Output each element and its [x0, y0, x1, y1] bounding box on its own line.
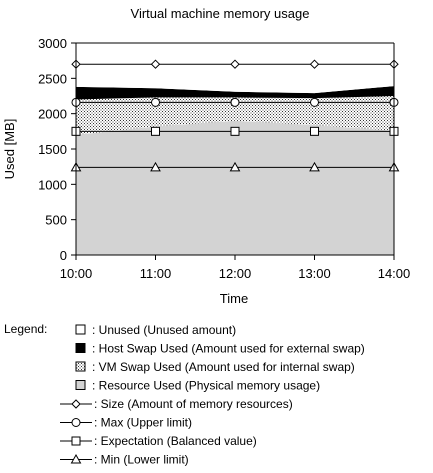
line-3-point-2 [229, 161, 241, 172]
legend-marker-3 [70, 453, 82, 464]
lines-layer [70, 59, 400, 172]
legend-line-label-2: : Expectation (Balanced value) [94, 434, 257, 448]
x-tick-label-3: 13:00 [298, 266, 331, 281]
legend-label-3: : Resource Used (Physical memory usage) [92, 379, 320, 393]
x-axis-label: Time [220, 291, 248, 306]
legend-line-label-3: : Min (Lower limit) [94, 453, 189, 467]
axes-layer: 0 500 1000 1500 2000 2500 3000 10:00 11:00 12:00 1… [38, 36, 410, 281]
areas-layer [76, 64, 394, 255]
line-2-point-2 [230, 126, 240, 136]
legend-marker-2 [71, 436, 81, 446]
y-tick-label-4: 2000 [38, 107, 67, 122]
line-1-point-1 [151, 97, 160, 107]
x-tick-label-0: 10:00 [60, 266, 93, 281]
y-tick-label-5: 2500 [38, 71, 67, 86]
y-tick-label-0: 0 [60, 248, 67, 263]
line-2-point-3 [310, 126, 319, 136]
line-1-point-3 [310, 97, 319, 107]
area-series-3 [76, 64, 394, 94]
legend-line-label-1: : Max (Upper limit) [94, 416, 192, 430]
y-tick-label-6: 3000 [38, 36, 67, 51]
x-tick-label-2: 12:00 [219, 266, 252, 281]
chart-title: Virtual machine memory usage [131, 6, 310, 21]
legend-swatch-0 [75, 324, 86, 335]
line-1-point-2 [230, 97, 240, 107]
legend-label-1: : Host Swap Used (Amount used for extern… [92, 342, 365, 356]
line-2-point-1 [151, 126, 160, 136]
legend-title: Legend: [4, 322, 47, 336]
y-tick-label-1: 500 [45, 213, 67, 228]
legend-label-0: : Unused (Unused amount) [92, 323, 236, 337]
line-0-point-2 [230, 59, 240, 69]
y-tick-label-3: 1500 [38, 142, 67, 157]
line-3-point-1 [150, 161, 161, 172]
line-0-point-3 [309, 59, 320, 69]
legend-swatch-1 [75, 343, 86, 353]
legend-swatch-3 [75, 380, 86, 390]
legend-label-2: : VM Swap Used (Amount used for internal… [92, 360, 355, 374]
line-0-point-1 [150, 59, 161, 69]
legend-swatch-2 [75, 361, 86, 372]
y-axis-label: Used [MB] [2, 119, 17, 180]
legend-marker-1 [71, 418, 81, 427]
x-tick-label-4: 14:00 [378, 266, 411, 281]
area-series-2 [76, 86, 394, 100]
legend-line-label-0: : Size (Amount of memory resources) [94, 397, 293, 411]
line-3-point-3 [309, 161, 320, 172]
legend: Legend: : Unused (Unused amount) : Host S… [4, 322, 365, 467]
y-tick-label-2: 1000 [38, 177, 67, 192]
legend-marker-0 [71, 399, 81, 409]
x-tick-label-1: 11:00 [140, 266, 172, 281]
area-series-0 [76, 120, 394, 255]
